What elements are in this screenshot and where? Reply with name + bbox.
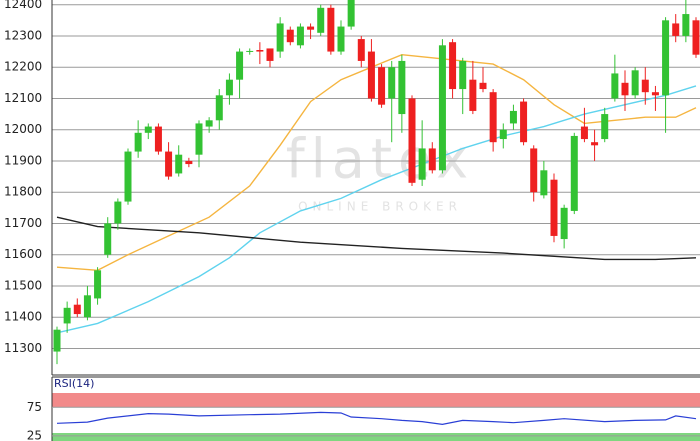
candle-body: [560, 207, 568, 240]
candle-body: [479, 82, 487, 90]
y-tick-label: 11900: [4, 153, 42, 167]
candle-body: [225, 79, 233, 96]
candle-body: [205, 120, 213, 127]
y-tick-label: 11400: [4, 310, 42, 324]
candle-body: [530, 148, 538, 193]
candle-body: [580, 126, 588, 140]
candle-body: [682, 14, 690, 36]
candle-body: [286, 29, 294, 43]
candle-body: [276, 23, 284, 52]
y-tick-label: 11800: [4, 185, 42, 199]
y-tick-label: 12300: [4, 28, 42, 42]
moving-average: [56, 85, 697, 334]
y-tick-label: 12000: [4, 122, 42, 136]
candle-body: [104, 223, 112, 255]
candle-body: [63, 307, 71, 324]
candle-body: [317, 7, 325, 33]
candle-body: [662, 20, 670, 96]
candle-body: [144, 126, 152, 133]
candle-body: [509, 110, 517, 124]
candle-body: [154, 126, 162, 152]
candle-body: [438, 45, 446, 171]
candle-body: [185, 160, 193, 165]
candle-body: [692, 20, 700, 55]
watermark-sub: ONLINE BROKER: [298, 200, 462, 214]
y-tick-label: 11300: [4, 341, 42, 355]
candle-body: [398, 60, 406, 115]
y-tick-label: 11600: [4, 247, 42, 261]
candle-body: [124, 151, 132, 202]
rsi-band: [52, 393, 700, 408]
candle-body: [378, 67, 386, 105]
moving-average: [56, 216, 697, 261]
candle-body: [408, 98, 416, 183]
candle-body: [641, 79, 649, 93]
candle-body: [489, 92, 497, 143]
candle-body: [256, 50, 264, 52]
candle-body: [94, 270, 102, 299]
y-tick-label: 12400: [4, 0, 42, 11]
candle-body: [337, 26, 345, 52]
y-tick-label: 11700: [4, 216, 42, 230]
candle-body: [215, 95, 223, 121]
candle-body: [357, 39, 365, 61]
candle-body: [611, 73, 619, 99]
y-tick-label: 11500: [4, 278, 42, 292]
candle-body: [621, 82, 629, 96]
watermark: flatex: [286, 128, 475, 191]
candle-body: [165, 151, 173, 177]
candle-body: [459, 60, 467, 90]
candle-body: [449, 42, 457, 90]
candle-body: [672, 23, 680, 36]
candle-body: [540, 170, 548, 196]
y-tick-label: 12200: [4, 60, 42, 74]
candle-body: [296, 26, 304, 46]
candle-body: [307, 26, 315, 30]
candle-body: [73, 304, 81, 315]
candle-body: [134, 132, 142, 152]
candle-body: [570, 135, 578, 211]
candle-body: [601, 114, 609, 140]
candle-body: [499, 129, 507, 140]
panel-title: RSI(14): [54, 377, 94, 390]
y-tick-label: 25: [27, 428, 42, 441]
candle-body: [651, 92, 659, 96]
candle-body: [631, 70, 639, 96]
candle-body: [236, 51, 244, 80]
candle-body: [550, 179, 558, 236]
candle-body: [418, 148, 426, 180]
candle-body: [53, 329, 61, 352]
candle-body: [83, 295, 91, 318]
candle-body: [520, 101, 528, 143]
candle-body: [347, 0, 355, 27]
candle-body: [195, 123, 203, 155]
rsi-band: [52, 433, 700, 441]
rsi-line: [56, 411, 697, 426]
y-tick-label: 75: [27, 400, 42, 414]
candle-body: [428, 148, 436, 171]
candle-body: [469, 79, 477, 111]
candle-body: [327, 7, 335, 52]
candle-body: [114, 201, 122, 224]
candle-body: [591, 142, 599, 146]
candle-body: [388, 67, 396, 99]
candle-body: [175, 154, 183, 174]
candle-body: [367, 51, 375, 99]
candle-body: [246, 50, 254, 52]
y-tick-label: 12100: [4, 91, 42, 105]
candle-body: [266, 48, 274, 61]
